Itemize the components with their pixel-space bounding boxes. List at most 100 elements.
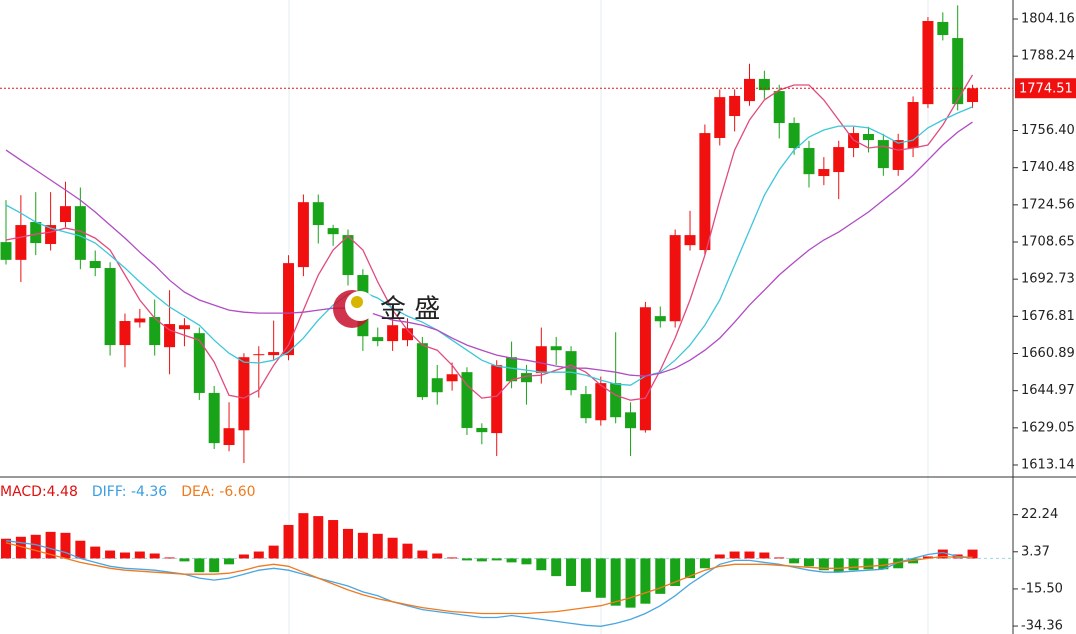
candle-body xyxy=(788,123,800,149)
macd-bar xyxy=(268,545,279,559)
candle-body xyxy=(149,317,161,346)
candle-body xyxy=(595,383,607,421)
candle-body xyxy=(535,346,547,374)
macd-bar xyxy=(372,533,383,559)
candle-body xyxy=(967,88,979,103)
candle-body xyxy=(862,134,874,141)
candle-body xyxy=(30,222,42,244)
macd-bar xyxy=(15,536,26,559)
macd-bar xyxy=(536,558,547,571)
y-tick-label: 1613.14 xyxy=(1021,457,1075,472)
ma-line xyxy=(5,121,973,377)
macd-bar xyxy=(357,532,368,559)
macd-bar xyxy=(179,558,190,562)
last-price-label: 1774.51 xyxy=(1019,82,1073,97)
watermark-logo: 金 盛 xyxy=(333,290,440,328)
macd-bar xyxy=(803,558,814,567)
legend-entry: DIFF: -4.36 xyxy=(92,484,167,500)
candle-body xyxy=(506,357,518,382)
candle-body xyxy=(461,372,473,428)
candle-body xyxy=(104,268,116,346)
y-tick-label: 22.24 xyxy=(1021,507,1058,522)
macd-bar xyxy=(595,558,606,598)
candle-body xyxy=(669,235,681,322)
macd-bar xyxy=(937,549,948,559)
candle-body xyxy=(937,21,949,36)
legend-entry: DEA: -6.60 xyxy=(181,484,255,500)
macd-bar xyxy=(238,554,249,559)
candle-body xyxy=(297,202,309,268)
macd-bar xyxy=(491,558,502,561)
candle-body xyxy=(134,318,146,323)
macd-bar xyxy=(670,558,681,586)
macd-bar xyxy=(432,553,443,559)
y-tick-label: 1708.65 xyxy=(1021,234,1075,249)
macd-bar xyxy=(967,549,978,559)
macd-bar xyxy=(476,558,487,562)
candle-body xyxy=(654,316,666,322)
candle-body xyxy=(580,394,592,419)
macd-bar xyxy=(224,558,235,565)
y-tick-label: 1676.81 xyxy=(1021,309,1075,324)
candle-body xyxy=(550,346,562,351)
macd-bar xyxy=(759,552,770,559)
macd-bar xyxy=(699,558,710,569)
y-tick-label: 1660.89 xyxy=(1021,346,1075,361)
macd-bar xyxy=(893,558,904,569)
candle-body xyxy=(773,91,785,124)
candle-body xyxy=(446,374,458,382)
macd-bar xyxy=(417,550,428,559)
ma-line xyxy=(5,542,973,615)
candle-body xyxy=(223,428,235,445)
macd-bar xyxy=(774,557,785,559)
candle-body xyxy=(312,202,324,226)
macd-bar xyxy=(818,558,829,571)
candle-body xyxy=(907,102,919,149)
macd-bar xyxy=(313,516,324,559)
macd-bar xyxy=(729,551,740,559)
y-tick-label: 1756.40 xyxy=(1021,123,1075,138)
y-tick-label: -15.50 xyxy=(1021,581,1063,596)
macd-bar xyxy=(625,558,636,608)
last-price-box xyxy=(1015,78,1076,99)
macd-bar xyxy=(506,558,517,563)
macd-bar xyxy=(610,558,621,606)
macd-bar xyxy=(387,537,398,559)
macd-bar xyxy=(566,558,577,586)
macd-bar xyxy=(863,558,874,570)
logo-dot xyxy=(351,296,363,308)
macd-bar xyxy=(461,558,472,561)
candle-body xyxy=(416,343,428,398)
ma-line xyxy=(5,106,973,386)
macd-bar xyxy=(60,532,71,559)
candle-body xyxy=(0,242,12,260)
macd-bar xyxy=(580,558,591,592)
candle-body xyxy=(193,333,205,393)
macd-bar xyxy=(447,557,458,559)
candle-body xyxy=(268,352,280,356)
macd-bar xyxy=(119,552,130,559)
candle-body xyxy=(15,225,27,260)
macd-bar xyxy=(90,546,101,559)
candle-body xyxy=(520,373,532,383)
candle-body xyxy=(342,235,354,276)
macd-bar xyxy=(343,528,354,559)
y-tick-label: 1804.16 xyxy=(1021,12,1075,27)
candle-body xyxy=(892,140,904,170)
candle-body xyxy=(119,321,131,346)
candle-body xyxy=(59,206,71,223)
candle-body xyxy=(431,378,443,393)
y-tick-label: 1788.24 xyxy=(1021,49,1075,64)
candle-body xyxy=(372,337,384,342)
macd-bar xyxy=(789,558,800,564)
candle-body xyxy=(877,140,889,169)
candle-body xyxy=(387,325,399,342)
candle-body xyxy=(758,78,770,91)
ma-line xyxy=(5,540,973,627)
candle-body xyxy=(208,392,220,444)
macd-bar xyxy=(283,524,294,559)
candle-body xyxy=(327,228,339,235)
macd-bar xyxy=(253,551,264,559)
candle-body xyxy=(476,427,488,433)
